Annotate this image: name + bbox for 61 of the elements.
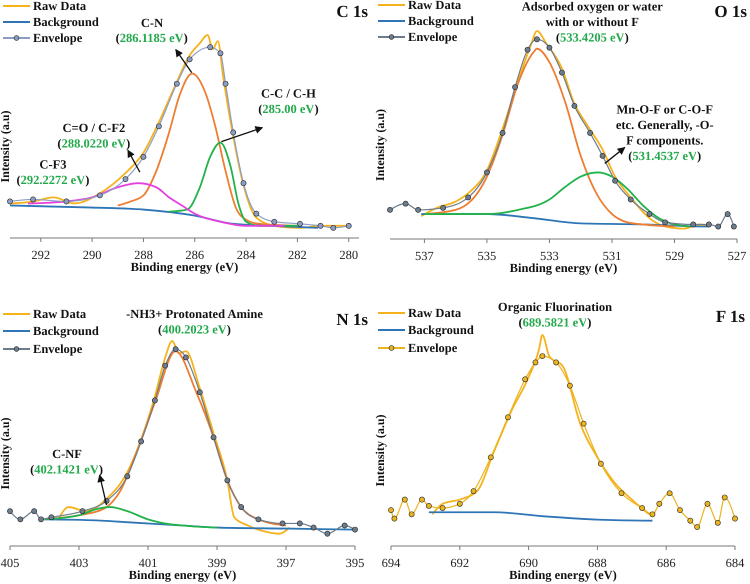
chart-title: F 1s — [716, 307, 746, 326]
text: C-N — [140, 16, 164, 30]
x-tick-label: 399 — [208, 556, 226, 570]
x-tick-label: 692 — [450, 556, 470, 570]
x-axis-title: Binding energy (eV) — [509, 568, 617, 582]
y-axis-title: Intensity (a.u) — [373, 108, 387, 182]
x-tick-label: 535 — [478, 249, 496, 263]
legend-label: Background — [408, 14, 474, 28]
x-tick-label: 690 — [519, 556, 538, 570]
legend-label: Raw Data — [408, 306, 462, 320]
legend-label: Raw Data — [33, 0, 87, 13]
annotation: Organic Fluorination (689.5821 eV) — [498, 300, 612, 330]
annotation: -NH3+ Protonated Amine (400.2023 eV) — [126, 307, 264, 337]
x-tick-label: 292 — [31, 248, 50, 262]
x-tick-label: 684 — [726, 556, 746, 570]
chart-title: C 1s — [336, 2, 368, 21]
x-tick-label: 397 — [276, 556, 296, 570]
x-tick-label: 686 — [656, 556, 676, 570]
y-axis-title: Intensity (a.u) — [0, 417, 12, 490]
x-tick-label: 403 — [70, 556, 88, 570]
x-tick-label: 537 — [415, 249, 434, 263]
x-tick-label: 529 — [665, 249, 684, 263]
x-tick-label: 405 — [0, 556, 20, 570]
x-tick-label: 694 — [382, 556, 402, 570]
annotation: Mn-O-F or C-O-F etc. Generally, -O- F components. (531.4537 eV) — [616, 102, 714, 163]
y-axis-title: Intensity (a.u) — [0, 110, 12, 183]
x-axis-title: Binding energy (eV) — [510, 261, 618, 275]
legend-label: Envelope — [408, 341, 458, 355]
x-axis-title: Binding energy (eV) — [128, 568, 236, 582]
annotation: C-C / C-H (285.00 eV) — [258, 86, 319, 116]
x-tick-label: 282 — [288, 248, 307, 262]
annotation: (286.1185 eV) — [116, 31, 188, 46]
x-tick-label: 688 — [588, 556, 607, 570]
x-tick-label: 288 — [134, 248, 153, 262]
legend-label: Raw Data — [408, 0, 462, 12]
legend-label: Envelope — [33, 342, 83, 356]
x-tick-label: 395 — [346, 556, 364, 570]
annotation: Adsorbed oxygen or water with or without F (533.4205 eV) — [522, 0, 664, 44]
annotation: C-NF — [52, 447, 82, 461]
x-tick-label: 401 — [138, 556, 158, 570]
x-tick-label: 284 — [236, 248, 256, 262]
legend-label: Background — [33, 324, 99, 338]
x-tick-label: 290 — [82, 248, 102, 262]
x-tick-label: 531 — [602, 249, 622, 263]
legend-label: Envelope — [33, 31, 83, 45]
legend-label: Background — [408, 323, 474, 337]
annotation: (402.1421 eV) — [30, 462, 104, 477]
chart-title: O 1s — [714, 2, 748, 21]
x-tick-label: 527 — [728, 249, 746, 263]
y-axis-title: Intensity (a.u) — [373, 414, 387, 487]
annotation: (292.2272 eV) — [16, 172, 90, 187]
legend-label: Raw Data — [33, 307, 87, 321]
chart-title: N 1s — [336, 310, 368, 329]
annotation: C-F3 — [39, 157, 67, 172]
x-axis-title: Binding energy (eV) — [130, 260, 238, 274]
x-tick-label: 286 — [185, 248, 204, 262]
legend-label: Background — [33, 15, 99, 29]
x-tick-label: 533 — [540, 249, 559, 263]
legend-label: Envelope — [408, 30, 458, 44]
x-tick-label: 280 — [339, 248, 358, 262]
annotation: C=O / C-F2 (288.0220 eV) — [57, 121, 130, 151]
